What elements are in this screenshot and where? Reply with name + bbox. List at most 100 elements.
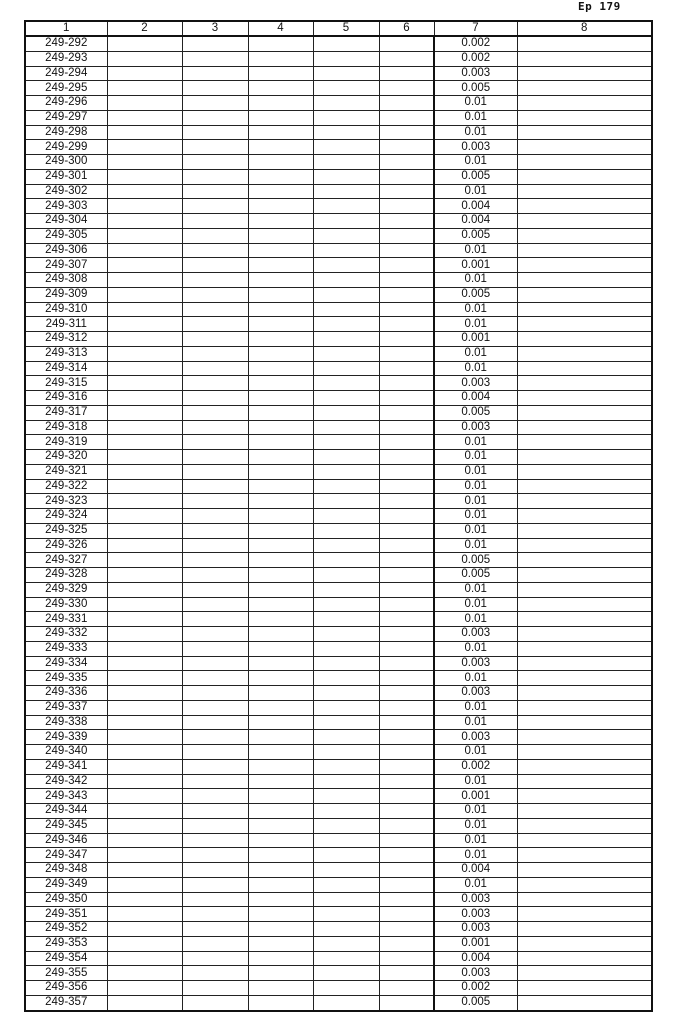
- row-id-cell: 249-323: [25, 494, 107, 509]
- empty-cell: [107, 759, 182, 774]
- empty-cell: [379, 36, 434, 51]
- empty-cell: [248, 671, 313, 686]
- empty-cell: [517, 125, 652, 140]
- empty-cell: [379, 907, 434, 922]
- empty-cell: [248, 479, 313, 494]
- column-header: 8: [517, 21, 652, 36]
- empty-cell: [182, 671, 248, 686]
- empty-cell: [379, 391, 434, 406]
- column-header: 4: [248, 21, 313, 36]
- empty-cell: [107, 951, 182, 966]
- empty-cell: [517, 597, 652, 612]
- row-id-cell: 249-292: [25, 36, 107, 51]
- table-row: 249-3460.01: [25, 833, 652, 848]
- empty-cell: [107, 774, 182, 789]
- empty-cell: [517, 700, 652, 715]
- empty-cell: [379, 228, 434, 243]
- empty-cell: [107, 981, 182, 996]
- empty-cell: [182, 214, 248, 229]
- empty-cell: [182, 125, 248, 140]
- row-id-cell: 249-299: [25, 140, 107, 155]
- row-id-cell: 249-345: [25, 818, 107, 833]
- empty-cell: [107, 66, 182, 81]
- empty-cell: [517, 317, 652, 332]
- empty-cell: [182, 494, 248, 509]
- empty-cell: [107, 464, 182, 479]
- empty-cell: [379, 553, 434, 568]
- value-cell: 0.005: [434, 995, 517, 1010]
- empty-cell: [248, 789, 313, 804]
- row-id-cell: 249-324: [25, 509, 107, 524]
- empty-cell: [107, 715, 182, 730]
- empty-cell: [248, 51, 313, 66]
- row-id-cell: 249-327: [25, 553, 107, 568]
- row-id-cell: 249-331: [25, 612, 107, 627]
- empty-cell: [379, 140, 434, 155]
- empty-cell: [313, 66, 379, 81]
- empty-cell: [248, 922, 313, 937]
- empty-cell: [248, 538, 313, 553]
- empty-cell: [107, 420, 182, 435]
- empty-cell: [313, 184, 379, 199]
- row-id-cell: 249-351: [25, 907, 107, 922]
- empty-cell: [313, 641, 379, 656]
- value-cell: 0.01: [434, 346, 517, 361]
- value-cell: 0.01: [434, 464, 517, 479]
- empty-cell: [248, 81, 313, 96]
- empty-cell: [107, 789, 182, 804]
- row-id-cell: 249-357: [25, 995, 107, 1010]
- empty-cell: [517, 804, 652, 819]
- value-cell: 0.004: [434, 214, 517, 229]
- empty-cell: [248, 287, 313, 302]
- empty-cell: [313, 36, 379, 51]
- value-cell: 0.01: [434, 361, 517, 376]
- empty-cell: [248, 96, 313, 111]
- empty-cell: [248, 155, 313, 170]
- empty-cell: [379, 759, 434, 774]
- empty-cell: [313, 877, 379, 892]
- table-row: 249-3000.01: [25, 155, 652, 170]
- row-id-cell: 249-350: [25, 892, 107, 907]
- empty-cell: [517, 641, 652, 656]
- value-cell: 0.003: [434, 376, 517, 391]
- row-id-cell: 249-339: [25, 730, 107, 745]
- empty-cell: [248, 317, 313, 332]
- empty-cell: [313, 627, 379, 642]
- value-cell: 0.003: [434, 627, 517, 642]
- empty-cell: [379, 420, 434, 435]
- empty-cell: [107, 509, 182, 524]
- empty-cell: [182, 877, 248, 892]
- empty-cell: [313, 509, 379, 524]
- empty-cell: [248, 332, 313, 347]
- empty-cell: [182, 759, 248, 774]
- empty-cell: [182, 523, 248, 538]
- table-row: 249-3520.003: [25, 922, 652, 937]
- empty-cell: [248, 184, 313, 199]
- empty-cell: [248, 818, 313, 833]
- empty-cell: [182, 302, 248, 317]
- empty-cell: [379, 892, 434, 907]
- empty-cell: [517, 995, 652, 1010]
- empty-cell: [517, 966, 652, 981]
- empty-cell: [517, 671, 652, 686]
- row-id-cell: 249-300: [25, 155, 107, 170]
- empty-cell: [107, 671, 182, 686]
- empty-cell: [107, 877, 182, 892]
- empty-cell: [107, 96, 182, 111]
- value-cell: 0.001: [434, 936, 517, 951]
- value-cell: 0.01: [434, 774, 517, 789]
- empty-cell: [379, 582, 434, 597]
- row-id-cell: 249-352: [25, 922, 107, 937]
- empty-cell: [313, 538, 379, 553]
- empty-cell: [107, 597, 182, 612]
- value-cell: 0.01: [434, 450, 517, 465]
- empty-cell: [248, 848, 313, 863]
- value-cell: 0.01: [434, 273, 517, 288]
- table-row: 249-3230.01: [25, 494, 652, 509]
- value-cell: 0.003: [434, 907, 517, 922]
- empty-cell: [379, 789, 434, 804]
- empty-cell: [107, 435, 182, 450]
- empty-cell: [517, 582, 652, 597]
- table-row: 249-3210.01: [25, 464, 652, 479]
- row-id-cell: 249-330: [25, 597, 107, 612]
